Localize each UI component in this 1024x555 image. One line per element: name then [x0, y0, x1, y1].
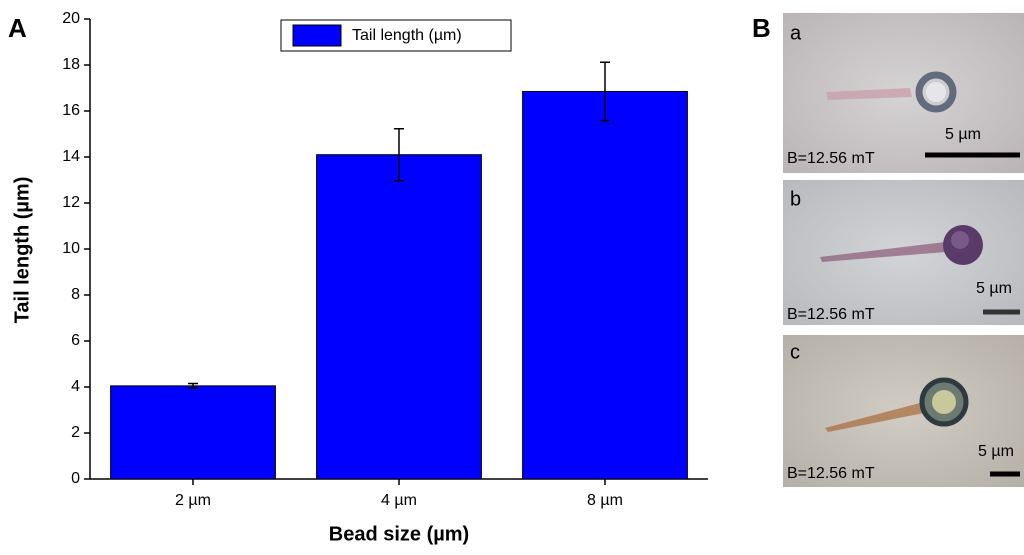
y-tick-label: 10: [62, 240, 80, 257]
legend-label: Tail length (µm): [352, 27, 462, 44]
image-label: b: [790, 188, 801, 210]
bar: [522, 90, 688, 480]
y-tick-label: 4: [71, 378, 80, 395]
x-tick-label: 2 µm: [175, 492, 211, 509]
scale-label: 5 µm: [978, 443, 1014, 460]
image-label: a: [790, 22, 802, 44]
y-tick-label: 12: [62, 194, 80, 211]
image-label: c: [790, 341, 800, 363]
x-tick-label: 4 µm: [381, 492, 417, 509]
y-tick-label: 16: [62, 102, 80, 119]
y-tick-label: 0: [71, 470, 80, 487]
y-tick-label: 8: [71, 286, 80, 303]
x-tick-label: 8 µm: [587, 492, 623, 509]
panel-label: B: [752, 13, 771, 43]
scale-label: 5 µm: [945, 126, 981, 143]
bar: [110, 385, 276, 480]
micrograph: b B=12.56 mT 5 µm: [783, 180, 1024, 325]
legend-swatch: [292, 24, 342, 47]
plot: 0 2 4 6 8 10 12 14 16 18 20 2 µm 4 µm 8 µm Tail length…: [62, 10, 708, 509]
y-tick-label: 14: [62, 148, 80, 165]
field-label: B=12.56 mT: [787, 465, 875, 482]
y-tick-label: 2: [71, 424, 80, 441]
y-tick-label: 18: [62, 56, 80, 73]
field-label: B=12.56 mT: [787, 150, 875, 167]
bar: [316, 154, 482, 480]
scale-label: 5 µm: [976, 280, 1012, 297]
micrograph: a B=12.56 mT 5 µm: [783, 13, 1024, 173]
micrograph: c B=12.56 mT 5 µm: [783, 335, 1024, 487]
panel-label: A: [8, 13, 27, 43]
y-tick-label: 6: [71, 332, 80, 349]
error-bar: [188, 382, 198, 389]
x-axis-title: Bead size (µm): [329, 523, 469, 545]
field-label: B=12.56 mT: [787, 306, 875, 323]
y-axis-title: Tail length (µm): [11, 177, 33, 324]
y-tick-label: 20: [62, 10, 80, 27]
error-bar: [600, 61, 610, 122]
error-bar: [394, 127, 404, 182]
